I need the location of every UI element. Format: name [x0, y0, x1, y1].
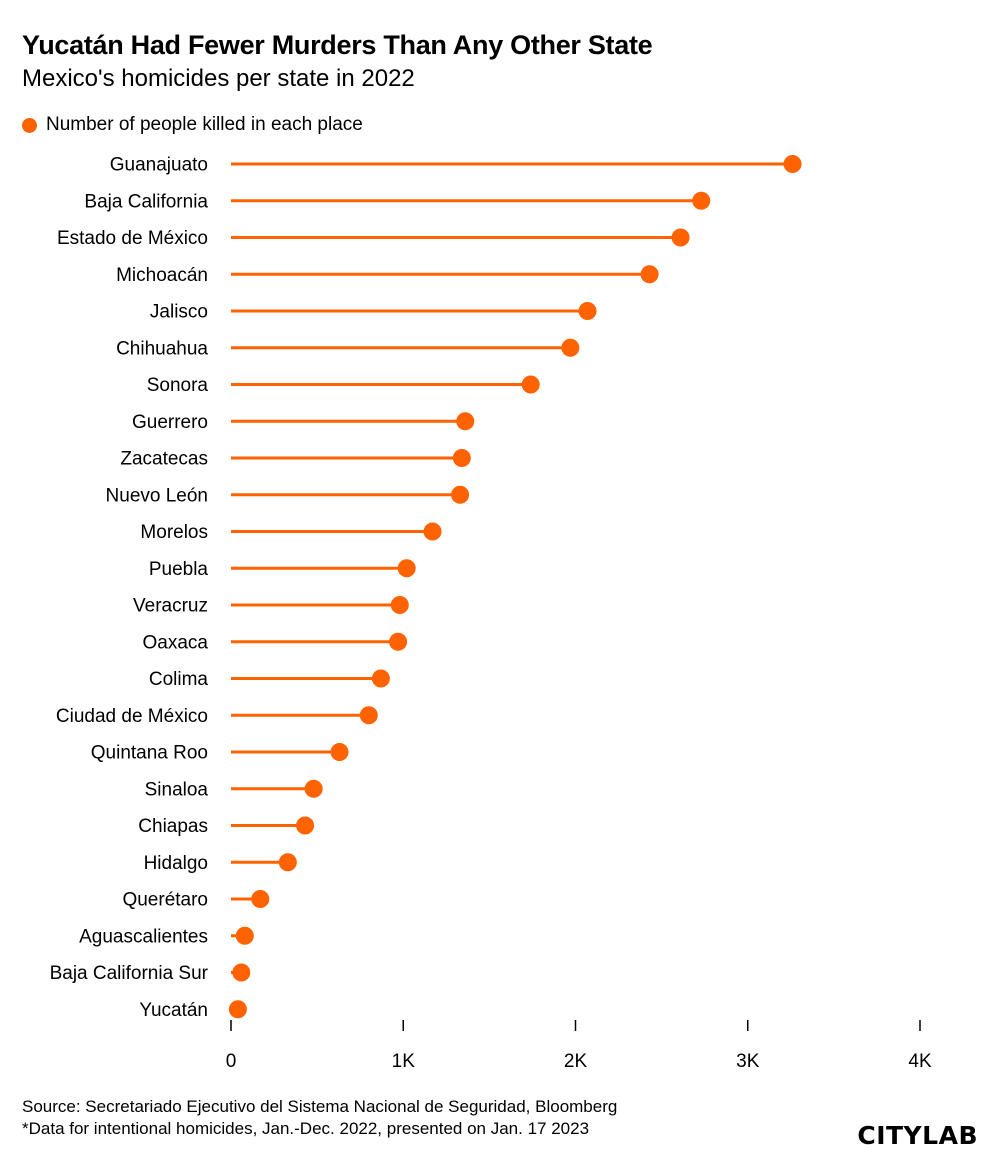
footnote: *Data for intentional homicides, Jan.-De…	[22, 1119, 590, 1138]
category-label: Oaxaca	[143, 632, 209, 653]
category-label: Quintana Roo	[91, 743, 208, 764]
chart-title: Yucatán Had Fewer Murders Than Any Other…	[22, 30, 653, 60]
category-label: Nuevo León	[106, 485, 208, 506]
category-label: Guerrero	[132, 412, 208, 433]
x-tick-label: 3K	[736, 1051, 760, 1072]
category-label: Colima	[149, 669, 209, 690]
lollipop-dot	[371, 669, 390, 688]
chart-subtitle: Mexico's homicides per state in 2022	[22, 65, 415, 92]
lollipop-dot	[692, 191, 711, 210]
lollipop-dot	[423, 522, 442, 541]
lollipop-dot	[452, 449, 471, 467]
lollipop-dot	[456, 412, 475, 431]
category-label: Hidalgo	[144, 853, 208, 874]
lollipop-dot	[304, 779, 323, 798]
category-label: Estado de México	[57, 228, 208, 249]
category-label: Querétaro	[122, 890, 208, 911]
category-label: Jalisco	[150, 302, 208, 323]
x-tick-label: 0	[226, 1051, 237, 1072]
lollipop-dot	[783, 155, 802, 173]
legend: Number of people killed in each place	[22, 114, 363, 136]
lollipop-dot	[561, 338, 580, 357]
lollipop-dot	[296, 816, 315, 835]
chart-footer: Source: Secretariado Ejecutivo del Siste…	[22, 1096, 617, 1140]
category-label: Baja California Sur	[50, 963, 209, 984]
category-label: Aguascalientes	[79, 926, 208, 947]
lollipop-dot	[671, 228, 690, 247]
x-tick-label: 4K	[908, 1051, 932, 1072]
legend-dot-icon	[22, 117, 37, 133]
lollipop-chart: Guanajuato Baja California Estado de Méxic…	[50, 155, 932, 1073]
legend-label: Number of people killed in each place	[46, 114, 363, 135]
lollipop-dot	[251, 890, 270, 908]
x-tick-label: 2K	[564, 1051, 588, 1072]
lollipop-dot	[390, 596, 409, 614]
lollipop-dot	[578, 302, 597, 320]
lollipop-dot	[359, 706, 378, 725]
lollipop-dot	[278, 853, 297, 872]
category-label: Ciudad de México	[56, 706, 208, 727]
category-label: Chiapas	[138, 816, 208, 837]
lollipop-dot	[228, 1000, 247, 1019]
category-label: Zacatecas	[120, 449, 208, 470]
category-label: Baja California	[84, 191, 208, 212]
lollipop-dot	[235, 926, 254, 945]
citylab-logo: CITYLAB	[857, 1121, 978, 1150]
category-label: Yucatán	[139, 1000, 208, 1021]
category-label: Puebla	[149, 559, 209, 580]
category-label: Guanajuato	[110, 155, 208, 176]
lollipop-dot	[330, 743, 349, 761]
lollipop-dot	[521, 375, 540, 394]
lollipop-dot	[397, 559, 416, 578]
x-tick-label: 1K	[392, 1051, 416, 1072]
category-label: Chihuahua	[116, 338, 208, 359]
lollipop-dot	[451, 485, 470, 504]
lollipop-dot	[389, 632, 408, 651]
lollipop-dot	[232, 963, 251, 982]
source-note: Source: Secretariado Ejecutivo del Siste…	[22, 1097, 618, 1116]
category-label: Morelos	[140, 522, 208, 543]
category-label: Sinaloa	[145, 779, 209, 800]
category-label: Michoacán	[116, 265, 208, 286]
lollipop-dot	[640, 265, 659, 284]
category-label: Veracruz	[133, 596, 208, 617]
category-label: Sonora	[147, 375, 209, 396]
